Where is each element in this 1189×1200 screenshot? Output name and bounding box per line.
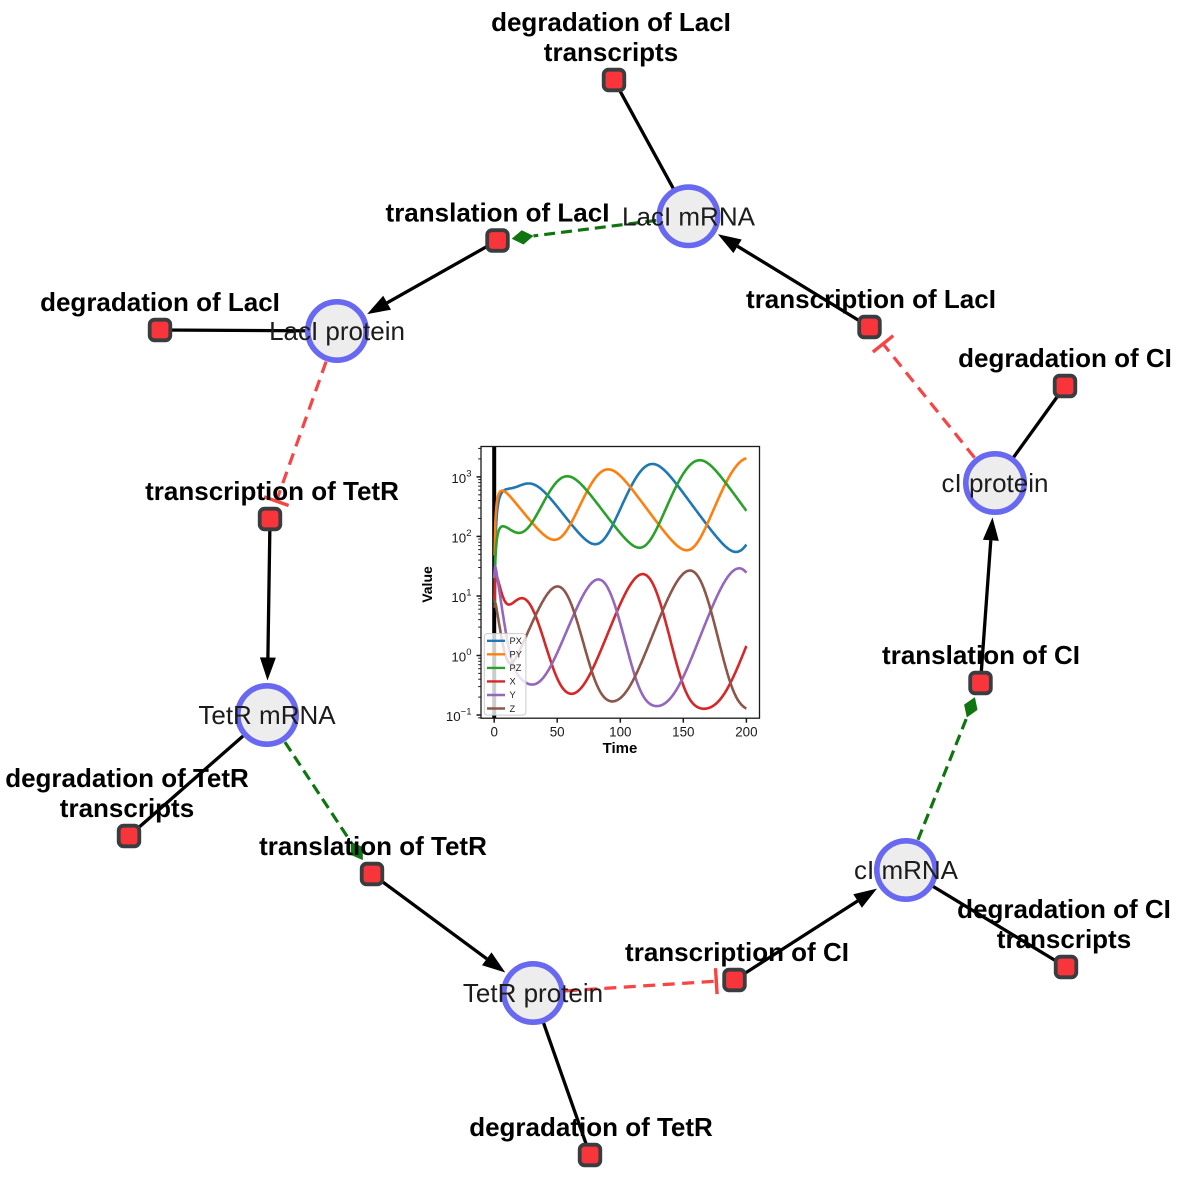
svg-text:200: 200 [735,725,757,740]
svg-text:degradation of CI: degradation of CI [958,343,1172,373]
svg-text:LacI protein: LacI protein [269,316,405,346]
svg-text:LacI mRNA: LacI mRNA [622,201,756,231]
svg-text:Time: Time [603,740,638,757]
svg-text:degradation of CI: degradation of CI [957,894,1171,924]
svg-text:102: 102 [451,528,471,546]
svg-text:cI protein: cI protein [942,468,1049,498]
svg-text:translation of LacI: translation of LacI [386,198,610,228]
svg-text:degradation of TetR: degradation of TetR [469,1112,713,1142]
svg-text:PZ: PZ [510,663,522,673]
svg-text:PX: PX [510,636,522,646]
svg-text:10−1: 10−1 [446,707,472,725]
svg-text:0: 0 [490,725,497,740]
svg-text:transcripts: transcripts [544,37,678,67]
svg-text:translation of TetR: translation of TetR [259,831,487,861]
svg-text:103: 103 [451,468,471,486]
svg-text:50: 50 [550,725,565,740]
svg-text:transcription of TetR: transcription of TetR [145,476,399,506]
svg-text:degradation of LacI: degradation of LacI [40,287,280,317]
svg-text:cI mRNA: cI mRNA [854,855,959,885]
svg-text:transcripts: transcripts [60,793,194,823]
svg-text:transcripts: transcripts [997,924,1131,954]
svg-text:transcription of CI: transcription of CI [625,937,849,967]
svg-text:100: 100 [451,647,471,665]
svg-text:transcription of LacI: transcription of LacI [746,284,996,314]
svg-text:Z: Z [510,704,516,714]
svg-text:X: X [510,677,516,687]
svg-text:150: 150 [672,725,694,740]
svg-text:101: 101 [451,588,471,606]
svg-text:100: 100 [609,725,631,740]
svg-text:Y: Y [510,690,516,700]
svg-text:TetR mRNA: TetR mRNA [198,700,336,730]
svg-text:TetR protein: TetR protein [463,978,603,1008]
svg-text:translation of CI: translation of CI [882,640,1080,670]
svg-text:Value: Value [419,566,435,603]
svg-text:degradation of TetR: degradation of TetR [5,763,249,793]
svg-text:PY: PY [510,650,522,660]
svg-text:degradation of LacI: degradation of LacI [491,7,731,37]
